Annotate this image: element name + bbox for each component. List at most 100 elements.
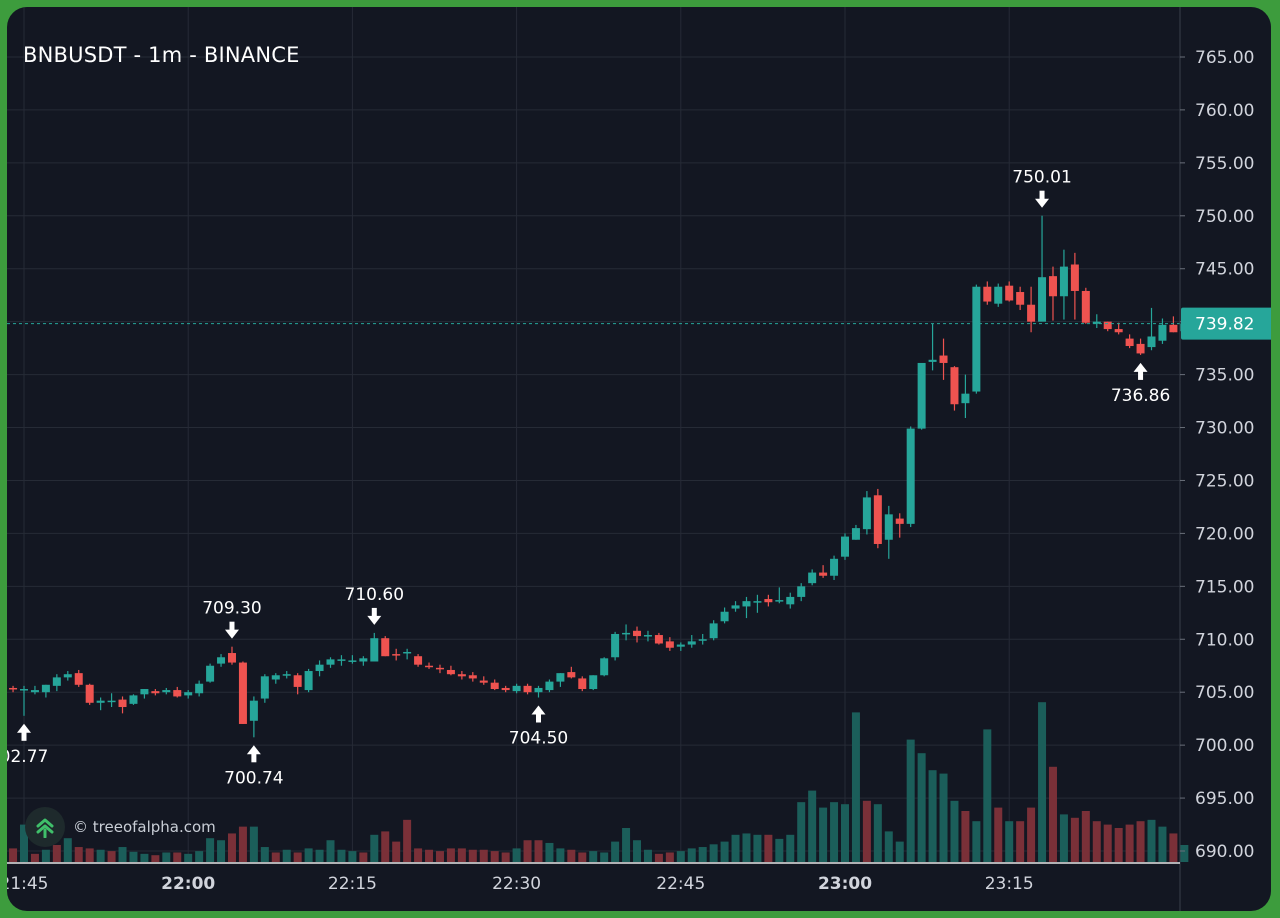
candle-body <box>611 633 620 658</box>
candle-body <box>786 596 795 605</box>
candle-body <box>206 665 215 682</box>
candle-body <box>523 685 532 693</box>
volume-bar <box>304 848 313 862</box>
volume-bar <box>731 834 740 862</box>
candle-body <box>501 687 510 691</box>
volume-bar <box>512 848 521 862</box>
volume-bar <box>140 853 149 862</box>
arrow-up-icon-stem <box>21 731 27 741</box>
y-tick-label: 695.00 <box>1195 789 1254 809</box>
candle-body <box>173 690 182 697</box>
volume-bar <box>1092 821 1101 862</box>
candle-body <box>819 572 828 576</box>
x-tick-label: 22:45 <box>656 874 705 894</box>
volume-bar <box>567 849 576 862</box>
volume-bar <box>884 831 893 862</box>
volume-bar <box>271 852 280 862</box>
candle-body <box>545 681 554 691</box>
candle-body <box>534 687 543 693</box>
candle-body <box>227 653 236 663</box>
volume-bar <box>633 840 642 862</box>
watermark: © treeofalpha.com <box>25 807 216 847</box>
candle-body <box>578 678 587 690</box>
annotation-label: 709.30 <box>202 599 261 619</box>
candle-body <box>643 635 652 637</box>
volume-bar <box>873 804 882 862</box>
y-tick-label: 755.00 <box>1195 154 1254 174</box>
volume-bar <box>227 833 236 862</box>
candle-body <box>403 651 412 654</box>
candle-body <box>720 611 729 622</box>
x-tick-label: 22:00 <box>161 874 215 894</box>
arrow-up-icon-stem <box>251 753 257 763</box>
volume-bar <box>983 729 992 862</box>
candle-body <box>140 689 149 695</box>
arrow-down-icon-stem <box>229 621 235 631</box>
chart-frame: 02.77 709.30 700.74 710.60 704.50 750.01 736.8… <box>7 7 1271 911</box>
y-tick-label: 760.00 <box>1195 101 1254 121</box>
volume-bar <box>118 847 127 862</box>
candles <box>9 215 1189 738</box>
volume-bar <box>359 852 368 862</box>
candle-body <box>665 641 674 648</box>
volume-bar <box>654 853 663 862</box>
candle-body <box>972 286 981 392</box>
candle-body <box>862 497 871 530</box>
y-tick-label: 765.00 <box>1195 48 1254 68</box>
candle-body <box>1147 336 1156 348</box>
volume-bar <box>74 847 83 862</box>
candle-body <box>851 528 860 540</box>
candle-body <box>742 601 751 607</box>
volume-bar <box>162 852 171 862</box>
volume-bars <box>9 702 1189 862</box>
volume-bar <box>107 851 116 862</box>
candle-body <box>961 393 970 404</box>
arrow-down-icon <box>1035 198 1050 208</box>
volume-bar <box>665 852 674 862</box>
volume-bar <box>414 848 423 862</box>
candle-body <box>841 536 849 557</box>
volume-bar <box>1147 819 1156 862</box>
volume-bar <box>906 739 915 862</box>
annotation-label: 700.74 <box>224 768 283 788</box>
candle-body <box>1169 324 1178 333</box>
candle-body <box>1027 304 1036 322</box>
x-tick-label: 22:30 <box>492 874 541 894</box>
candle-body <box>775 600 784 602</box>
candle-body <box>939 355 948 363</box>
candle-body <box>928 359 937 362</box>
y-tick-label: 715.00 <box>1195 577 1254 597</box>
volume-bar <box>578 852 587 862</box>
volume-bar <box>490 851 499 862</box>
volume-bar <box>1048 766 1057 862</box>
candle-body <box>9 687 18 690</box>
y-tick-label: 750.00 <box>1195 207 1254 227</box>
volume-bar <box>1059 814 1068 862</box>
candle-body <box>830 558 839 576</box>
candle-body <box>1005 285 1014 301</box>
candle-body <box>129 695 138 704</box>
candle-body <box>52 677 61 686</box>
volume-bar <box>479 849 488 862</box>
annotation-label: 710.60 <box>345 585 404 605</box>
volume-bar <box>1070 817 1079 862</box>
candle-body <box>435 667 444 670</box>
volume-bar <box>293 852 302 862</box>
y-tick-label: 735.00 <box>1195 366 1254 386</box>
volume-bar <box>1125 824 1134 862</box>
volume-bar <box>282 849 291 862</box>
volume-bar <box>30 853 39 862</box>
volume-bar <box>808 790 817 862</box>
volume-bar <box>435 851 444 862</box>
arrow-down-icon <box>224 629 239 639</box>
candle-body <box>600 658 609 676</box>
x-tick-label: 22:15 <box>328 874 377 894</box>
candle-body <box>917 362 926 429</box>
volume-bar <box>928 770 937 862</box>
price-annotations: 02.77 709.30 700.74 710.60 704.50 750.01 736.8… <box>7 168 1170 789</box>
arrow-down-icon <box>367 615 382 625</box>
volume-bar <box>1180 845 1189 862</box>
candle-body <box>1070 264 1079 291</box>
candlestick-chart[interactable]: 02.77 709.30 700.74 710.60 704.50 750.01 736.8… <box>7 7 1271 911</box>
arrow-up-icon <box>17 723 31 733</box>
